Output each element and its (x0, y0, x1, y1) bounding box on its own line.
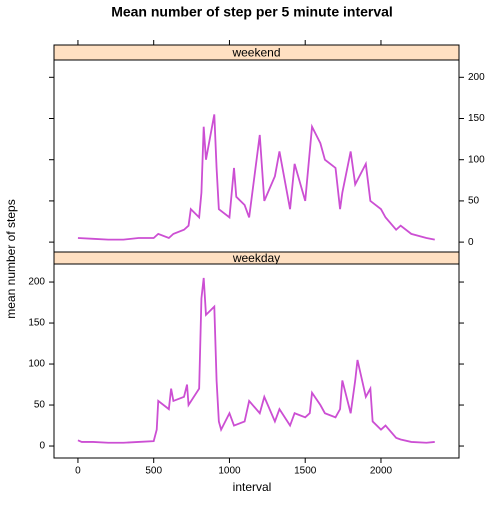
y-tick-label: 50 (34, 400, 46, 411)
y-tick-label: 0 (39, 441, 45, 452)
data-line (77, 114, 435, 241)
x-tick-label: 1000 (218, 466, 241, 477)
y-tick-label: 150 (28, 318, 45, 329)
chart-title: Mean number of step per 5 minute interva… (111, 4, 393, 20)
y-tick-label: 150 (468, 113, 485, 124)
y-tick-label: 0 (468, 237, 474, 248)
y-tick-label: 100 (28, 359, 45, 370)
y-tick-label: 100 (468, 154, 485, 165)
y-tick-label: 200 (468, 72, 485, 83)
panel (53, 263, 460, 459)
strip-label: weekday (232, 251, 280, 265)
data-line (77, 277, 435, 444)
x-axis-label: interval (233, 480, 272, 494)
y-tick-label: 200 (28, 277, 45, 288)
y-axis-label: mean number of steps (4, 199, 18, 318)
x-tick-label: 1500 (294, 466, 317, 477)
strip-label: weekend (231, 46, 280, 60)
x-tick-label: 0 (75, 466, 81, 477)
x-tick-label: 2000 (370, 466, 393, 477)
x-tick-label: 500 (145, 466, 162, 477)
y-tick-label: 50 (468, 196, 480, 207)
